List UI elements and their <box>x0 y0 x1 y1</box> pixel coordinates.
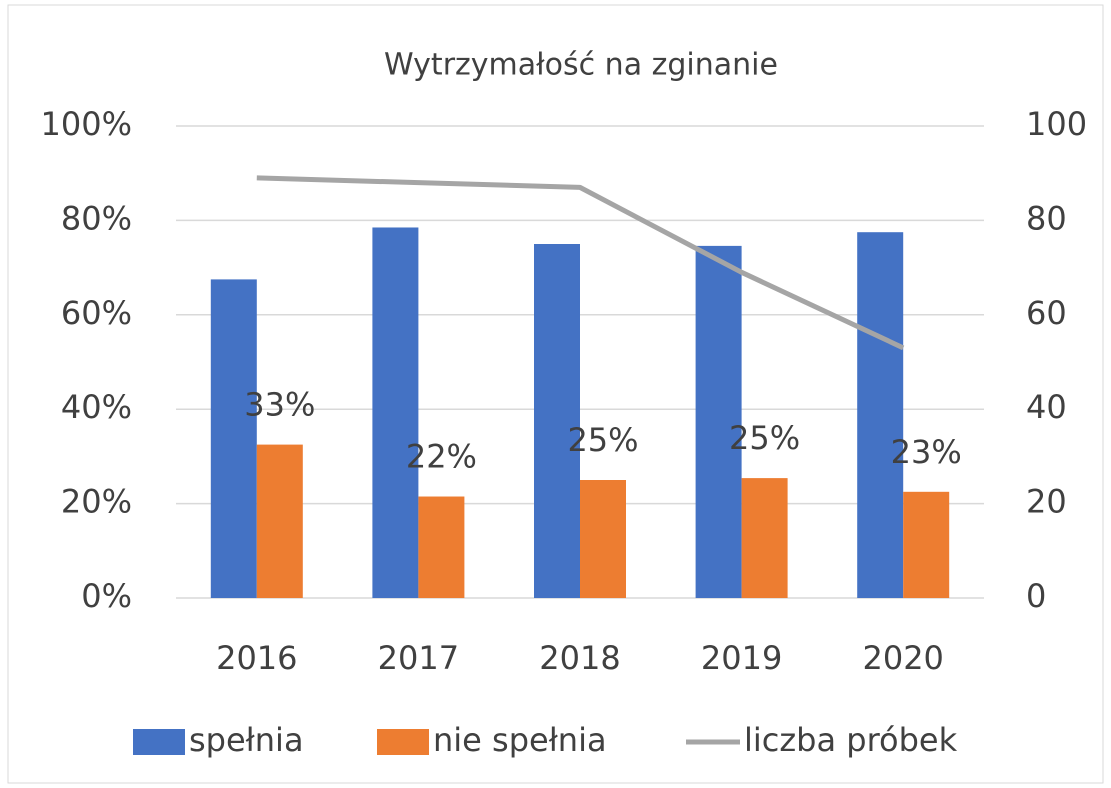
bar <box>857 232 904 598</box>
y2-tick-label: 100 <box>1026 105 1087 143</box>
y-tick-label: 40% <box>61 388 132 426</box>
y2-tick-label: 20 <box>1026 483 1067 521</box>
data-label: 22% <box>406 438 477 476</box>
y-tick-label: 80% <box>61 199 132 237</box>
y-tick-label: 60% <box>61 294 132 332</box>
x-tick-label: 2019 <box>701 639 782 677</box>
y-tick-label: 100% <box>41 105 132 143</box>
x-tick-label: 2016 <box>216 639 297 677</box>
line <box>256 175 905 351</box>
y2-tick-label: 80 <box>1026 199 1067 237</box>
bar <box>741 478 788 598</box>
x-tick-label: 2020 <box>862 639 943 677</box>
data-label: 25% <box>729 419 800 457</box>
data-label: 23% <box>891 433 962 471</box>
x-tick-label: 2018 <box>539 639 620 677</box>
y-tick-label: 20% <box>61 483 132 521</box>
bar <box>534 244 580 598</box>
chart-title: Wytrzymałość na zginanie <box>384 48 778 83</box>
y2-tick-label: 40 <box>1026 388 1067 426</box>
bar <box>210 279 257 598</box>
y2-tick-label: 0 <box>1026 577 1046 615</box>
data-label: 25% <box>567 421 638 459</box>
x-tick-label: 2017 <box>378 639 459 677</box>
legend-label: nie spełnia <box>433 721 607 759</box>
bar <box>256 444 303 598</box>
legend-swatch <box>133 729 185 755</box>
legend-label: spełnia <box>189 721 304 759</box>
bar <box>903 491 950 598</box>
bar <box>580 480 626 598</box>
y-tick-label: 0% <box>81 577 132 615</box>
bar <box>372 227 419 599</box>
bar <box>695 245 742 598</box>
bar <box>418 496 465 598</box>
data-label: 33% <box>244 386 315 424</box>
y2-tick-label: 60 <box>1026 294 1067 332</box>
legend-swatch <box>377 729 429 755</box>
legend-label: liczba próbek <box>744 721 958 759</box>
